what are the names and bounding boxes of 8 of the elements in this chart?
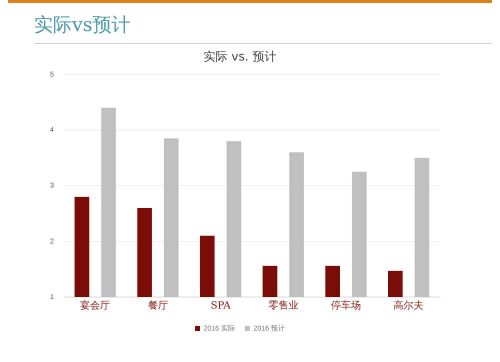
x-tick-label: 零售业	[268, 300, 298, 312]
x-tick-label: SPA	[210, 300, 232, 312]
x-tick-label: 高尔夫	[394, 300, 424, 312]
chart-title: 实际vs预计	[34, 13, 130, 38]
chart-subtitle: 实际 vs. 预计	[204, 49, 276, 64]
x-tick-label: 餐厅	[148, 300, 168, 312]
x-tick-label: 停车场	[330, 300, 361, 312]
x-tick-label: 宴会厅	[80, 300, 110, 312]
